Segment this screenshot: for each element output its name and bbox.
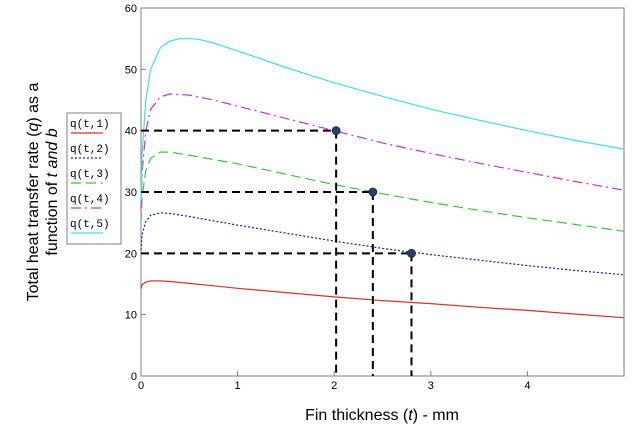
series-line-3 [140, 151, 625, 232]
y-axis-label-line1: Total heat transfer rate (q) as a [25, 83, 42, 302]
x-axis-label: Fin thickness (t) - mm [305, 407, 459, 424]
series-line-1 [140, 280, 625, 319]
x-tick-label: 2 [331, 380, 337, 392]
series-line-4 [140, 93, 625, 211]
guide-lines [141, 129, 413, 376]
y-tick-label: 10 [125, 310, 137, 322]
series-layer [140, 38, 625, 319]
y-axis-label: Total heat transfer rate (q) as a functi… [25, 83, 61, 302]
x-tick-label: 3 [428, 380, 434, 392]
legend-label-4: q(t,4) [70, 194, 110, 206]
legend-box [66, 112, 122, 245]
legend-label-2: q(t,2) [70, 144, 110, 156]
y-tick-label: 30 [125, 187, 137, 199]
x-tick-label: 0 [138, 380, 144, 392]
marker-point-2 [368, 187, 378, 197]
y-tick-label: 50 [125, 64, 137, 76]
legend-label-5: q(t,5) [70, 219, 110, 231]
series-line-2 [140, 212, 625, 276]
x-tick-label: 1 [235, 380, 241, 392]
marker-point-3 [407, 248, 416, 258]
x-tick-label: 4 [524, 380, 530, 392]
axis-ticks: 0 10 20 30 40 50 60 0 1 2 3 4 [125, 3, 531, 392]
y-tick-label: 0 [131, 371, 137, 383]
marker-point-1 [331, 126, 341, 136]
markers [331, 126, 416, 258]
y-axis-label-line2: function of t and b [44, 128, 61, 255]
legend: q(t,1) q(t,2) q(t,3) q(t,4) q(t,5) [66, 112, 122, 245]
y-tick-label: 20 [125, 248, 137, 260]
y-tick-label: 60 [125, 3, 137, 15]
y-tick-label: 40 [125, 126, 137, 138]
series-line-5 [140, 38, 625, 202]
legend-label-3: q(t,3) [70, 169, 110, 181]
legend-label-1: q(t,1) [70, 119, 110, 131]
